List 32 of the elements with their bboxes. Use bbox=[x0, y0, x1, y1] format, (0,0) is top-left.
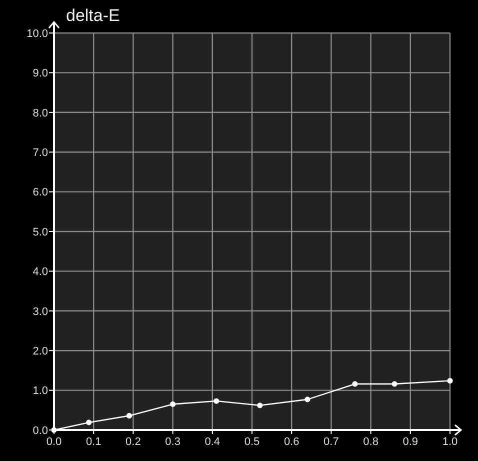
point bbox=[447, 378, 453, 384]
x-tick-label: 0.5 bbox=[244, 436, 260, 448]
x-tick-label: 0.7 bbox=[324, 436, 339, 448]
y-tick-label: 2.0 bbox=[32, 345, 48, 358]
x-tick-label: 0.8 bbox=[363, 436, 378, 448]
y-tick-label: 4.0 bbox=[32, 266, 48, 278]
y-tick-label: 3.0 bbox=[32, 306, 48, 318]
point bbox=[304, 396, 310, 402]
y-tick-label: 8.0 bbox=[32, 107, 48, 120]
x-tick-label: 0.2 bbox=[126, 436, 141, 448]
y-tick-label: 6.0 bbox=[32, 186, 48, 199]
point bbox=[170, 401, 176, 407]
point bbox=[352, 381, 358, 387]
y-tick-label: 7.0 bbox=[32, 146, 48, 159]
y-tick-label: 0.0 bbox=[32, 424, 48, 437]
y-tick-label: 10.0 bbox=[26, 28, 48, 40]
y-tick-label: 9.0 bbox=[32, 68, 48, 80]
x-tick-label: 0.9 bbox=[402, 436, 418, 448]
y-axis-title: delta-E bbox=[66, 6, 120, 25]
x-tick-label: 0.4 bbox=[204, 436, 220, 448]
x-tick-label: 1.0 bbox=[442, 436, 458, 448]
y-tick-label: 5.0 bbox=[32, 226, 48, 238]
point bbox=[126, 412, 132, 419]
x-tick-label: 0.1 bbox=[86, 436, 102, 448]
x-tick-label: 0.0 bbox=[46, 436, 62, 448]
x-tick-label: 0.3 bbox=[165, 436, 180, 448]
x-tick-label: 0.6 bbox=[284, 436, 300, 448]
point bbox=[214, 398, 220, 404]
point bbox=[392, 381, 398, 387]
point bbox=[86, 420, 92, 426]
y-tick-label: 1.0 bbox=[32, 385, 48, 398]
point bbox=[257, 402, 263, 408]
